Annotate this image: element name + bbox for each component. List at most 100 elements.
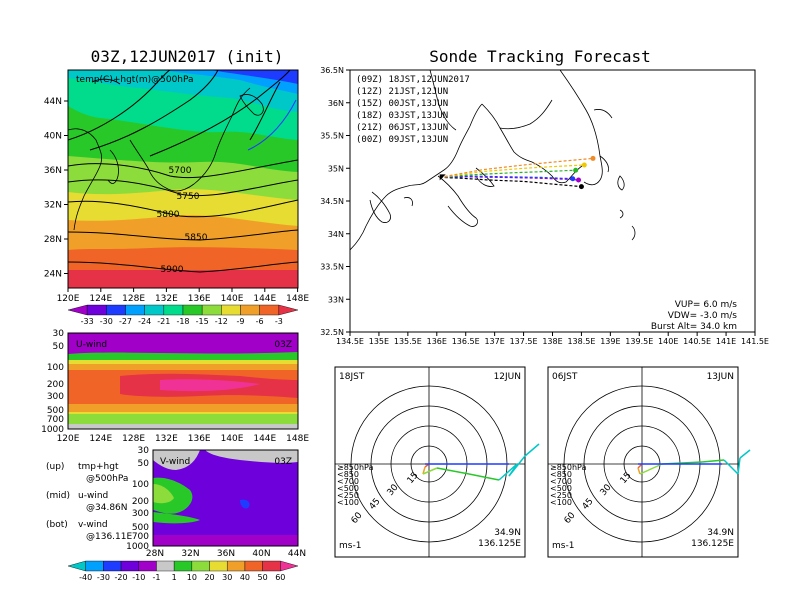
hodograph-wind-segment (637, 467, 641, 475)
v-colorbar-tick-label: 60 (275, 573, 285, 582)
v-colorbar-swatch (120, 560, 139, 572)
v-level-tick-label: 500 (132, 523, 149, 533)
hodograph-time: 18JST (339, 372, 365, 382)
v-colorbar-swatch (85, 560, 104, 572)
track-lon-tick-label: 135.5E (394, 337, 422, 346)
temperature-height-map: temp(C)+hgt(m)@500hPa 5700 5750 5800 5850 59… (44, 69, 309, 326)
v-level-tick-label: 200 (132, 497, 149, 507)
legend-note-key: (up) (46, 462, 64, 472)
v-colorbar-tick-label: 40 (240, 573, 250, 582)
hodograph-level-legend: <850 (337, 470, 359, 479)
track-lon-tick-label: 139.5E (625, 337, 653, 346)
contour-label: 5850 (185, 233, 208, 243)
track-lat-tick-label: 34.5N (320, 197, 344, 206)
u-level-tick-label: 200 (47, 380, 64, 390)
hodograph-level-legend: <500 (337, 484, 359, 493)
u-wind-time: 03Z (274, 340, 292, 350)
u-level-tick-label: 100 (47, 363, 64, 373)
track-legend-entry: (21Z) 06JST,13JUN (356, 123, 448, 133)
hodograph-level-legend: ≥850hPa (337, 463, 374, 472)
v-colorbar-tick-label: 30 (222, 573, 232, 582)
v-colorbar-tick-label: 1 (172, 573, 177, 582)
hodograph-time: 06JST (552, 372, 578, 382)
colorbar-tick-label: -18 (176, 317, 189, 326)
hodograph-wind-segment (498, 463, 518, 481)
top-lon-tick-label: 148E (286, 294, 309, 304)
hodograph-wind-segment (508, 455, 526, 477)
colorbar-tick-label: -9 (237, 317, 245, 326)
u-level-tick-label: 50 (53, 342, 65, 352)
hodograph-06jst: 06JST 13JUN34.9N136.125Ems-115304560≥850h… (547, 366, 751, 558)
right-title: Sonde Tracking Forecast (429, 47, 651, 66)
u-level-tick-label: 500 (47, 406, 64, 416)
v-level-tick-label: 300 (132, 509, 149, 519)
track-lon-tick-label: 140E (658, 337, 678, 346)
hodograph-lon: 136.125E (691, 539, 734, 549)
top-lon-tick-label: 120E (57, 294, 80, 304)
u-lon-tick-label: 148E (286, 434, 309, 444)
panel-legend-notes: (up) tmp+hgt @500hPa (mid) u-wind @34.86N (bot… (46, 462, 132, 542)
hodograph-date: 12JUN (494, 372, 521, 382)
top-lon-tick-label: 136E (188, 294, 211, 304)
sonde-track-line (439, 175, 573, 180)
v-colorbar-tick-label: -1 (152, 573, 160, 582)
sonde-track-map: (09Z) 18JST,12JUN2017 (12Z) 21JST,12JUN (1… (320, 66, 769, 346)
track-lat-tick-label: 35.5N (320, 132, 344, 141)
track-lon-tick-label: 137.5E (510, 337, 538, 346)
sonde-landing-point (570, 176, 576, 182)
legend-note-line2: @34.86N (86, 503, 128, 513)
v-colorbar-swatch (262, 560, 281, 572)
track-param-text: Burst Alt= 34.0 km (651, 322, 737, 332)
v-lat-tick-label: 32N (181, 549, 199, 559)
u-lon-tick-label: 136E (188, 434, 211, 444)
top-lon-tick-label: 124E (89, 294, 112, 304)
track-lon-tick-label: 136.5E (452, 337, 480, 346)
track-lon-tick-label: 135E (369, 337, 389, 346)
colorbar-tick-label: -6 (256, 317, 264, 326)
track-lon-tick-label: 141E (716, 337, 736, 346)
v-lat-tick-label: 44N (288, 549, 306, 559)
hodograph-wind-segment (468, 473, 500, 481)
colorbar-tick-label: -3 (275, 317, 283, 326)
sonde-track-line (439, 176, 582, 188)
hodograph-date: 13JUN (707, 372, 734, 382)
v-colorbar-swatch (227, 560, 246, 572)
sonde-track-line (439, 157, 594, 178)
v-colorbar-swatch (191, 560, 210, 572)
top-lon-tick-label: 128E (122, 294, 145, 304)
track-lon-tick-label: 136E (427, 337, 447, 346)
v-lat-tick-label: 36N (217, 549, 235, 559)
contour-label: 5900 (161, 265, 184, 275)
v-colorbar-swatch (280, 560, 299, 572)
hodograph-level-legend: <700 (550, 477, 572, 486)
v-level-tick-label: 1000 (126, 542, 149, 552)
top-lon-tick-label: 144E (253, 294, 276, 304)
hodograph-lon: 136.125E (478, 539, 521, 549)
legend-note-line1: u-wind (78, 491, 108, 501)
legend-note-line2: @136.11E (86, 532, 132, 542)
hodograph-level-legend: <500 (550, 484, 572, 493)
u-lon-tick-label: 128E (122, 434, 145, 444)
track-lon-tick-label: 141.5E (741, 337, 769, 346)
v-level-tick-label: 50 (138, 459, 150, 469)
track-lat-tick-label: 35N (328, 164, 344, 173)
colorbar-tick-label: -27 (119, 317, 132, 326)
sonde-landing-point (573, 167, 579, 173)
v-colorbar-swatch (67, 560, 86, 572)
track-legend-entry: (18Z) 03JST,13JUN (356, 111, 448, 121)
top-map-label: temp(C)+hgt(m)@500hPa (76, 75, 194, 85)
track-legend-entry: (09Z) 18JST,12JUN2017 (356, 75, 470, 85)
colorbar-swatch (201, 304, 222, 316)
track-lat-tick-label: 36.5N (320, 66, 344, 75)
hodograph-level-legend: <250 (337, 491, 359, 500)
hodograph-wind-segment (737, 457, 741, 475)
v-colorbar-tick-label: -30 (97, 573, 110, 582)
u-lon-tick-label: 120E (57, 434, 80, 444)
colorbar-swatch (125, 304, 145, 316)
top-lat-tick-label: 40N (44, 132, 62, 142)
v-wind-time: 03Z (274, 457, 292, 467)
hodograph-frame (334, 366, 526, 558)
u-lon-tick-label: 124E (89, 434, 112, 444)
